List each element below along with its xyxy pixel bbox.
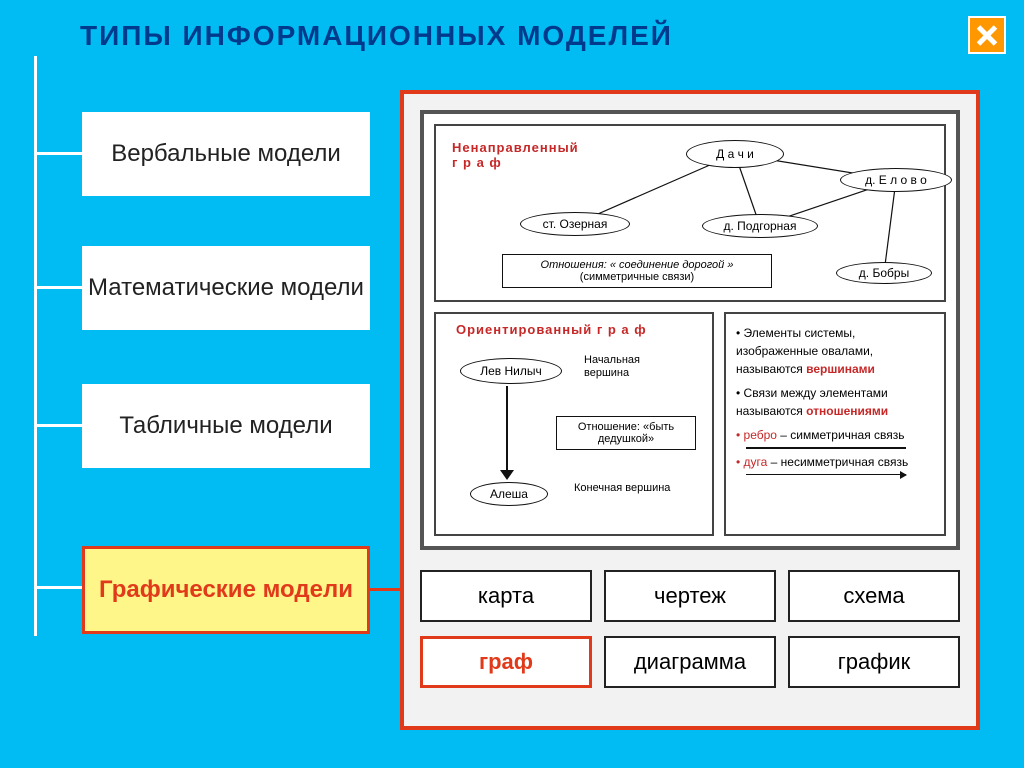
sidebar-item-1[interactable]: Математические модели [82,246,370,330]
sidebar-item-0[interactable]: Вербальные модели [82,112,370,196]
directed-end-node: Алеша [470,482,548,506]
sidebar-item-3[interactable]: Графические модели [82,546,370,634]
directed-box: Ориентированный г р а ф Лев Нилыч Началь… [434,312,714,536]
undirected-relation-label: Отношения: « соединение дорогой » [511,259,763,271]
und-node-podgornaya: д. Подгорная [702,214,818,238]
directed-title: Ориентированный г р а ф [456,322,647,337]
grid-row-2: графдиаграммаграфик [420,636,960,688]
edge-line-icon [746,447,906,449]
detail-panel: Ненаправленный г р а ф Д а ч ист. Озерна… [400,90,980,730]
active-connector [368,588,404,591]
nav-tick [34,152,82,155]
info-line-1: • Элементы системы, изображенные овалами… [736,324,934,378]
undirected-relation: Отношения: « соединение дорогой » (симме… [502,254,772,288]
nav-tick [34,286,82,289]
info-panel: • Элементы системы, изображенные овалами… [724,312,946,536]
nav-tick [34,424,82,427]
sidebar-item-2[interactable]: Табличные модели [82,384,370,468]
grid-cell-граф[interactable]: граф [420,636,592,688]
grid-cell-карта[interactable]: карта [420,570,592,622]
und-node-bobry: д. Бобры [836,262,932,284]
und-node-dachi: Д а ч и [686,140,784,168]
undirected-relation-sub: (симметричные связи) [511,271,763,283]
und-node-elovo: д. Е л о в о [840,168,952,192]
undirected-box: Ненаправленный г р а ф Д а ч ист. Озерна… [434,124,946,302]
und-node-ozernaya: ст. Озерная [520,212,630,236]
slide-background: ТИПЫ ИНФОРМАЦИОННЫХ МОДЕЛЕЙ Вербальные м… [0,0,1024,768]
arc-arrow-icon [746,474,906,476]
grid-cell-чертеж[interactable]: чертеж [604,570,776,622]
close-button[interactable] [968,16,1006,54]
info-line-4: • дуга – несимметричная связь [736,453,934,471]
page-title: ТИПЫ ИНФОРМАЦИОННЫХ МОДЕЛЕЙ [80,20,1024,52]
grid-row-1: картачертежсхема [420,570,960,622]
grid-cell-диаграмма[interactable]: диаграмма [604,636,776,688]
nav-vertical-line [34,56,37,636]
grid-cell-схема[interactable]: схема [788,570,960,622]
directed-edge [506,386,508,474]
diagram-outer: Ненаправленный г р а ф Д а ч ист. Озерна… [420,110,960,550]
info-line-3: • ребро – симметричная связь [736,426,934,444]
directed-relation: Отношение: «быть дедушкой» [556,416,696,450]
grid-cell-график[interactable]: график [788,636,960,688]
nav-tick [34,586,82,589]
directed-start-node: Лев Нилыч [460,358,562,384]
arrow-head-icon [500,470,514,480]
info-line-2: • Связи между элементами называются отно… [736,384,934,420]
start-label: Начальная вершина [584,354,684,380]
end-label: Конечная вершина [574,482,674,495]
